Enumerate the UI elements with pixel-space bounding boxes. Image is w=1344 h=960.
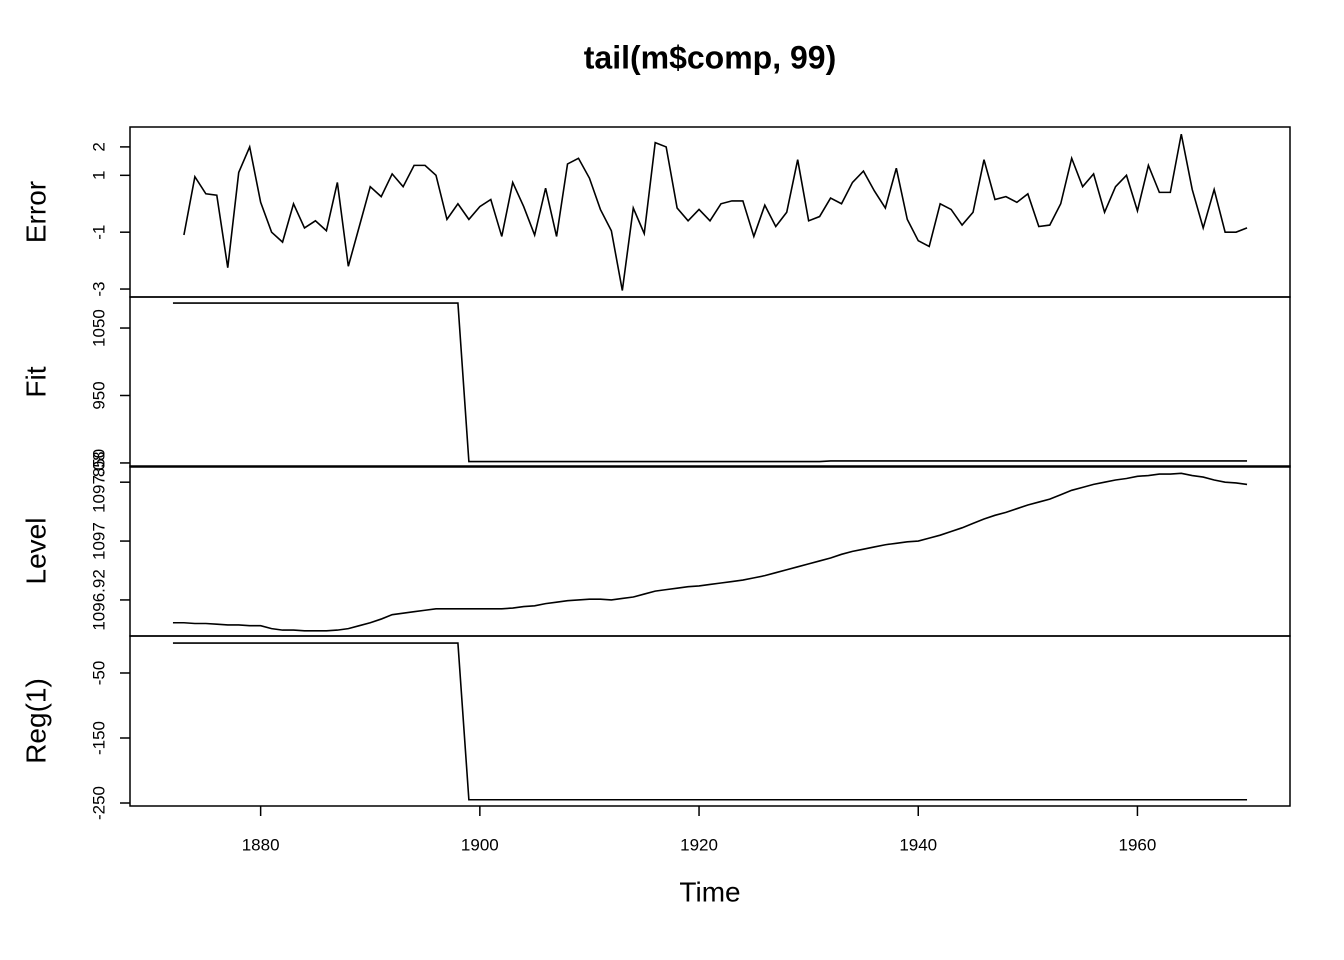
y-tick-label: 1097.08 bbox=[89, 451, 108, 512]
y-tick-label: -50 bbox=[89, 661, 108, 686]
y-tick-label: 950 bbox=[89, 381, 108, 409]
series-line bbox=[172, 472, 1248, 632]
x-tick-label: 1940 bbox=[899, 835, 937, 854]
x-axis-label: Time bbox=[679, 876, 740, 907]
series-line bbox=[183, 133, 1248, 291]
y-axis-label: Level bbox=[20, 518, 51, 585]
panel-frame bbox=[129, 635, 1291, 807]
y-tick-label: -3 bbox=[89, 281, 108, 296]
y-tick-label: -1 bbox=[89, 225, 108, 240]
y-tick-label: -250 bbox=[89, 786, 108, 820]
chart-title: tail(m$comp, 99) bbox=[584, 39, 837, 75]
y-axis-label: Fit bbox=[20, 366, 51, 397]
x-tick-label: 1920 bbox=[680, 835, 718, 854]
x-tick-label: 1960 bbox=[1119, 835, 1157, 854]
x-tick-label: 1900 bbox=[461, 835, 499, 854]
y-tick-label: 850 bbox=[89, 449, 108, 477]
y-tick-label: 2 bbox=[89, 142, 108, 151]
y-axis-label: Error bbox=[20, 181, 51, 243]
y-tick-label: 1 bbox=[89, 171, 108, 180]
y-tick-label: 1096.92 bbox=[89, 569, 108, 630]
series-line bbox=[172, 642, 1248, 801]
y-tick-label: 1097 bbox=[89, 522, 108, 560]
panel-frame bbox=[129, 465, 1291, 637]
panel-frame bbox=[129, 296, 1291, 468]
panel-frame bbox=[129, 126, 1291, 298]
y-axis-label: Reg(1) bbox=[20, 678, 51, 764]
x-tick-label: 1880 bbox=[242, 835, 280, 854]
y-tick-label: 1050 bbox=[89, 309, 108, 347]
y-tick-label: -150 bbox=[89, 721, 108, 755]
series-line bbox=[172, 302, 1248, 463]
